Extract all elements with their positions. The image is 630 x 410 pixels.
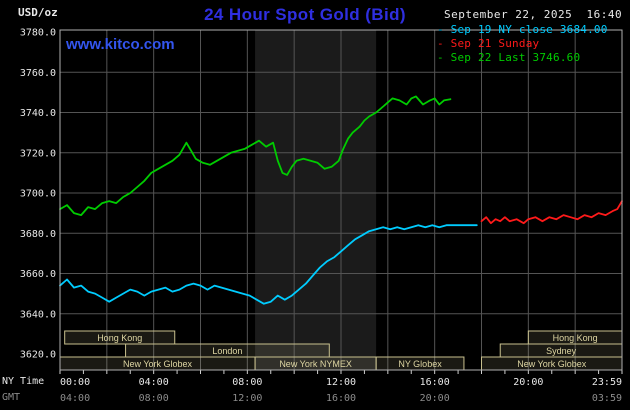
legend-marker: - bbox=[437, 23, 451, 36]
session-label: Sydney bbox=[546, 346, 577, 356]
x-tick-label-gmt: 20:00 bbox=[420, 393, 450, 404]
y-tick-label: 3700.0 bbox=[20, 189, 56, 200]
session-box bbox=[64, 330, 176, 345]
legend-item-0: - Sep 19 NY close 3684.00 bbox=[437, 23, 608, 37]
legend-item-1: - Sep 21 Sunday bbox=[437, 37, 608, 51]
x-tick-label-ny: 04:00 bbox=[139, 377, 169, 388]
price-line-sep-19-ny-close bbox=[59, 224, 478, 305]
x-tick-label-gmt: 03:59 bbox=[592, 393, 622, 404]
y-tick-label: 3760.0 bbox=[20, 68, 56, 79]
y-tick-label: 3660.0 bbox=[20, 269, 56, 280]
y-tick-label: 3720.0 bbox=[20, 148, 56, 159]
x-tick-label-gmt: 12:00 bbox=[232, 393, 262, 404]
x-tick-label-ny: 23:59 bbox=[592, 377, 622, 388]
legend-label: Sep 19 NY close 3684.00 bbox=[450, 23, 608, 36]
kitco-watermark-link[interactable]: www.kitco.com bbox=[66, 36, 175, 53]
y-tick-label: 3680.0 bbox=[20, 229, 56, 240]
legend-marker: - bbox=[437, 37, 451, 50]
session-label: New York NYMEX bbox=[279, 359, 352, 369]
y-tick-label: 3620.0 bbox=[20, 350, 56, 361]
session-label: NY Globex bbox=[398, 359, 442, 369]
price-line-sep-21-sunday bbox=[480, 200, 623, 225]
x-tick-label-ny: 12:00 bbox=[326, 377, 356, 388]
legend-label: Sep 21 Sunday bbox=[450, 37, 540, 50]
chart-legend: - Sep 19 NY close 3684.00- Sep 21 Sunday… bbox=[437, 23, 608, 65]
price-units-label: USD/oz bbox=[18, 6, 58, 19]
x-tick-label-ny: 00:00 bbox=[60, 377, 90, 388]
session-label: New York Globex bbox=[517, 359, 587, 369]
chart-title: 24 Hour Spot Gold (Bid) bbox=[204, 5, 406, 24]
session-label: London bbox=[212, 346, 242, 356]
x-tick-label-ny: 08:00 bbox=[232, 377, 262, 388]
chart-datetime: September 22, 2025 16:40 bbox=[444, 8, 623, 21]
ny-time-axis-label: NY Time bbox=[2, 376, 45, 387]
y-tick-label: 3780.0 bbox=[20, 28, 56, 39]
session-label: Hong Kong bbox=[97, 333, 142, 343]
legend-label: Sep 22 Last 3746.60 bbox=[450, 51, 581, 64]
legend-item-2: - Sep 22 Last 3746.60 bbox=[437, 51, 608, 65]
session-label: New York Globex bbox=[123, 359, 193, 369]
gmt-axis-label: GMT bbox=[2, 392, 21, 403]
x-tick-label-ny: 20:00 bbox=[513, 377, 543, 388]
x-tick-label-gmt: 04:00 bbox=[60, 393, 90, 404]
x-tick-label-gmt: 16:00 bbox=[326, 393, 356, 404]
nymex-session-band bbox=[255, 30, 377, 370]
session-label: Hong Kong bbox=[553, 333, 598, 343]
y-tick-label: 3740.0 bbox=[20, 108, 56, 119]
legend-marker: - bbox=[437, 51, 451, 64]
price-line-sep-22-last bbox=[59, 95, 452, 217]
plot-border bbox=[59, 29, 623, 371]
y-tick-label: 3640.0 bbox=[20, 309, 56, 320]
x-tick-label-gmt: 08:00 bbox=[139, 393, 169, 404]
x-tick-label-ny: 16:00 bbox=[420, 377, 450, 388]
